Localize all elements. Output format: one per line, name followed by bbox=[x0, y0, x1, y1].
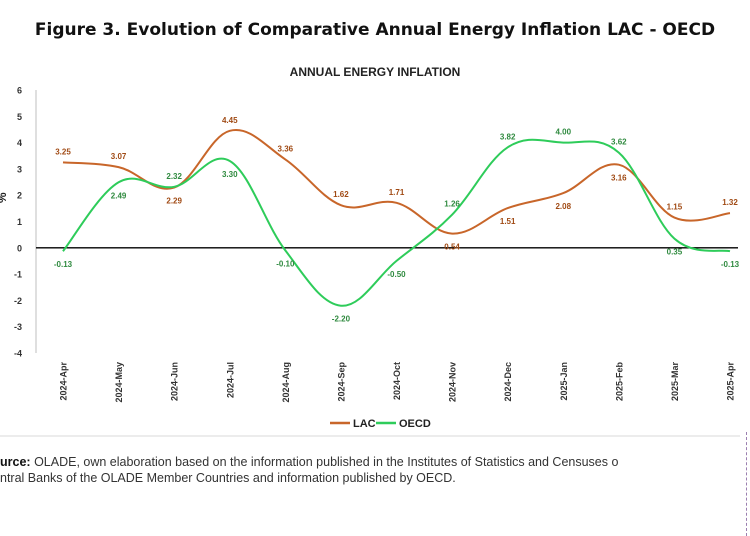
chart-title: ANNUAL ENERGY INFLATION bbox=[290, 65, 461, 79]
data-label-lac: 4.45 bbox=[222, 116, 238, 125]
data-label-lac: 1.15 bbox=[667, 203, 683, 212]
y-tick-label: 5 bbox=[17, 112, 22, 122]
data-label-oecd: 3.62 bbox=[611, 138, 627, 147]
x-tick-label: 2024-Jun bbox=[170, 362, 180, 401]
y-tick-label: 3 bbox=[17, 164, 22, 174]
y-tick-label: 0 bbox=[17, 243, 22, 253]
x-tick-label: 2025-Feb bbox=[614, 362, 624, 402]
y-tick-label: 6 bbox=[17, 86, 22, 96]
legend-label-oecd: OECD bbox=[399, 418, 431, 430]
data-label-lac: 3.16 bbox=[611, 174, 627, 183]
data-label-lac: 2.29 bbox=[166, 197, 182, 206]
series-line-oecd bbox=[62, 138, 731, 307]
y-tick-label: -3 bbox=[14, 322, 22, 332]
data-label-oecd: 3.30 bbox=[222, 170, 238, 179]
source-note: urce: OLADE, own elaboration based on th… bbox=[0, 454, 740, 486]
source-text-line1: OLADE, own elaboration based on the info… bbox=[34, 455, 619, 469]
data-label-oecd: -2.20 bbox=[332, 315, 351, 324]
data-label-lac: 1.62 bbox=[333, 190, 349, 199]
x-tick-label: 2024-Sep bbox=[336, 362, 346, 402]
x-tick-label: 2024-Apr bbox=[59, 362, 69, 401]
x-tick-label: 2024-Dec bbox=[503, 362, 513, 402]
source-text-line2: ntral Banks of the OLADE Member Countrie… bbox=[0, 471, 456, 485]
data-label-oecd: 4.00 bbox=[555, 128, 571, 137]
y-tick-label: -1 bbox=[14, 270, 22, 280]
data-label-lac: 3.07 bbox=[111, 152, 127, 161]
y-tick-label: -4 bbox=[14, 349, 22, 359]
x-tick-label: 2024-May bbox=[114, 362, 124, 403]
data-label-lac: 3.36 bbox=[278, 144, 294, 153]
data-label-oecd: -0.13 bbox=[721, 260, 740, 269]
data-label-oecd: 2.32 bbox=[166, 172, 182, 181]
x-tick-label: 2024-Nov bbox=[448, 362, 458, 402]
series-line-lac bbox=[62, 129, 731, 235]
data-label-oecd: 1.26 bbox=[444, 200, 460, 209]
data-label-lac: 1.51 bbox=[500, 217, 516, 226]
x-tick-label: 2025-Mar bbox=[670, 362, 680, 402]
data-label-oecd: -0.13 bbox=[54, 260, 73, 269]
x-tick-label: 2025-Jan bbox=[559, 362, 569, 401]
source-label: urce: bbox=[0, 455, 31, 469]
data-label-oecd: 2.49 bbox=[111, 191, 127, 200]
y-tick-label: 2 bbox=[17, 191, 22, 201]
y-tick-label: 4 bbox=[17, 138, 22, 148]
data-label-lac: 3.25 bbox=[55, 147, 71, 156]
x-tick-label: 2024-Jul bbox=[225, 362, 235, 398]
y-tick-label: -2 bbox=[14, 296, 22, 306]
data-label-oecd: 0.35 bbox=[667, 248, 683, 257]
data-label-lac: 2.08 bbox=[555, 202, 571, 211]
y-tick-label: 1 bbox=[17, 217, 22, 227]
figure-title: Figure 3. Evolution of Comparative Annua… bbox=[34, 20, 716, 40]
line-chart: ANNUAL ENERGY INFLATION -4 -3 -2 -1 0 1 2 3 4 5 6% 2… bbox=[0, 65, 740, 437]
y-axis-label: % bbox=[0, 192, 9, 203]
data-label-oecd: -0.10 bbox=[276, 259, 295, 268]
x-tick-label: 2025-Apr bbox=[726, 362, 736, 401]
x-tick-label: 2024-Aug bbox=[281, 362, 291, 403]
data-label-lac: 0.54 bbox=[444, 243, 460, 252]
data-label-lac: 1.32 bbox=[722, 198, 738, 207]
data-label-oecd: -0.50 bbox=[387, 270, 406, 279]
legend-label-lac: LAC bbox=[353, 418, 376, 430]
data-label-lac: 1.71 bbox=[389, 188, 405, 197]
x-tick-label: 2024-Oct bbox=[392, 362, 402, 400]
page-edge-dashed-border bbox=[746, 432, 747, 536]
data-label-oecd: 3.82 bbox=[500, 132, 516, 141]
